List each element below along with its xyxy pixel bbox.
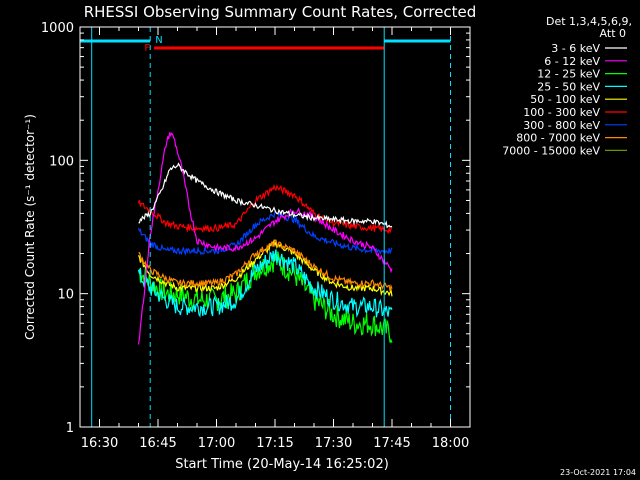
x-axis: 16:30 16:45 17:00 17:15 17:30 17:45 18:00 (81, 27, 469, 451)
x-tick-label: 18:00 (432, 436, 469, 451)
x-tick-label: 16:45 (139, 436, 176, 451)
y-tick-label: 1000 (41, 21, 74, 36)
x-tick-label: 17:00 (198, 436, 235, 451)
legend-entry-label: 300 - 800 keV (523, 119, 600, 132)
x-axis-label: Start Time (20-May-14 16:25:02) (175, 457, 389, 472)
x-tick-label: 16:30 (81, 436, 118, 451)
plot-area: NF (80, 27, 451, 427)
legend-entry-label: 3 - 6 keV (551, 42, 600, 55)
footer-timestamp: 23-Oct-2021 17:04 (560, 468, 636, 477)
legend-entry-label: 7000 - 15000 keV (502, 144, 600, 157)
legend-entry-label: 25 - 50 keV (537, 80, 600, 93)
y-tick-label: 1 (66, 421, 74, 436)
legend-entry-label: 100 - 300 keV (523, 106, 600, 119)
flag-label-F: F (144, 43, 150, 54)
series-line-3 (137, 249, 393, 318)
y-axis-label: Corrected Count Rate (s⁻¹ detector⁻¹) (23, 114, 37, 340)
y-tick-label: 10 (57, 288, 74, 303)
x-tick-label: 17:45 (373, 436, 410, 451)
legend-entry-label: 800 - 7000 keV (516, 132, 600, 145)
legend-header-line-1: Det 1,3,4,5,6,9, (546, 15, 632, 28)
x-tick-label: 17:15 (256, 436, 293, 451)
legend-entry-label: 12 - 25 keV (537, 68, 600, 81)
series-line-5 (137, 183, 393, 235)
series-layer (137, 132, 393, 345)
series-line-7 (138, 239, 393, 292)
chart-title: RHESSI Observing Summary Count Rates, Co… (84, 3, 477, 21)
x-tick-label: 17:30 (315, 436, 352, 451)
legend-entry-label: 50 - 100 keV (530, 93, 600, 106)
marker-layer (91, 27, 451, 427)
legend-header-line-2: Att 0 (600, 27, 626, 40)
series-line-4 (137, 238, 393, 297)
flag-label-N: N (155, 35, 162, 46)
y-tick-label: 100 (49, 154, 74, 169)
series-line-6 (137, 209, 393, 257)
series-line-0 (138, 162, 393, 229)
y-axis: 1 10 100 1000 (41, 21, 470, 436)
legend-entry-label: 6 - 12 keV (544, 55, 600, 68)
series-line-1 (137, 132, 393, 345)
